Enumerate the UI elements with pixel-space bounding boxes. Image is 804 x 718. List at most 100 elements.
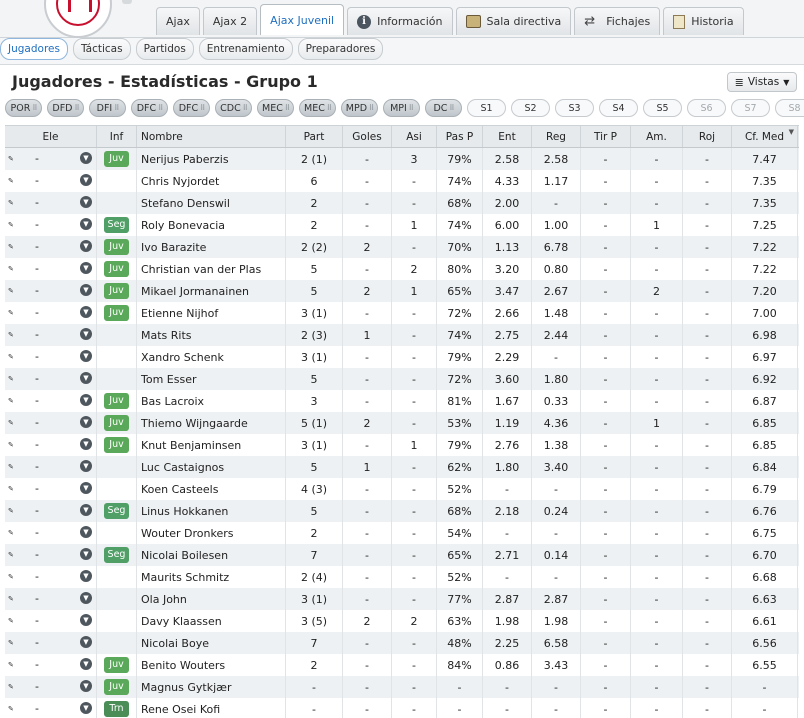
drag-handle-icon[interactable]: ✎ (8, 573, 14, 581)
table-row[interactable]: ✎ - ▼ Juv Christian van der Plas 5-2 80% 3.20 0.… (5, 258, 799, 280)
player-menu-dropdown-icon[interactable]: ▼ (80, 152, 92, 164)
column-header-goles[interactable]: Goles (343, 126, 392, 147)
player-name-link[interactable]: Benito Wouters (137, 654, 286, 676)
player-menu-dropdown-icon[interactable]: ▼ (80, 196, 92, 208)
position-filter-s4[interactable]: S4 (599, 99, 638, 117)
top-tab-ajax-juvenil[interactable]: Ajax Juvenil (260, 4, 345, 35)
player-menu-dropdown-icon[interactable]: ▼ (80, 570, 92, 582)
player-menu-dropdown-icon[interactable]: ▼ (80, 262, 92, 274)
column-header-am[interactable]: Am. (631, 126, 683, 147)
player-menu-dropdown-icon[interactable]: ▼ (80, 240, 92, 252)
drag-handle-icon[interactable]: ✎ (8, 221, 14, 229)
table-row[interactable]: ✎ - ▼ Trn Rene Osei Kofi - - - - - - - - - - (5, 698, 799, 718)
selection-cell[interactable]: ✎ - ▼ (5, 478, 97, 500)
table-row[interactable]: ✎ - ▼ Juv Etienne Nijhof 3 (1) - -72% 2.66 1.48- -… (5, 302, 799, 324)
column-header-inf[interactable]: Inf (97, 126, 137, 147)
drag-handle-icon[interactable]: ✎ (8, 177, 14, 185)
subtab-entrenamiento[interactable]: Entrenamiento (198, 38, 293, 60)
table-row[interactable]: ✎ - ▼ Juv Thiemo Wijngaarde 5 (1) 2-53% 1.19 4.3… (5, 412, 799, 434)
table-row[interactable]: ✎ - ▼ Juv Ivo Barazite 2 (2) 2-70% 1.13 6.78- - -7… (5, 236, 799, 258)
position-filter-s3[interactable]: S3 (555, 99, 594, 117)
drag-handle-icon[interactable]: ✎ (8, 287, 14, 295)
selection-cell[interactable]: ✎ - ▼ (5, 390, 97, 412)
selection-cell[interactable]: ✎ - ▼ (5, 698, 97, 718)
drag-handle-icon[interactable]: ✎ (8, 551, 14, 559)
player-menu-dropdown-icon[interactable]: ▼ (80, 438, 92, 450)
top-tab-fichajes[interactable]: ⇄ Fichajes (574, 7, 661, 35)
top-tab-ajax[interactable]: Ajax (156, 7, 200, 35)
player-menu-dropdown-icon[interactable]: ▼ (80, 482, 92, 494)
table-row[interactable]: ✎ - ▼ Juv Bas Lacroix 3- -81% 1.67 0.33- - -6.87 (5, 390, 799, 412)
drag-handle-icon[interactable]: ✎ (8, 705, 14, 713)
drag-handle-icon[interactable]: ✎ (8, 199, 14, 207)
position-filter-s2[interactable]: S2 (511, 99, 550, 117)
player-menu-dropdown-icon[interactable]: ▼ (80, 284, 92, 296)
table-row[interactable]: ✎ - ▼ Ola John 3 (1) - -77% 2.87 2.87- - -6.63 (5, 588, 799, 610)
position-filter-mpd[interactable]: MPD ⠿ (341, 99, 378, 117)
column-header-roj[interactable]: Roj (683, 126, 732, 147)
subtab-partidos[interactable]: Partidos (135, 38, 194, 60)
table-row[interactable]: ✎ - ▼ Tom Esser 5- -72% 3.60 1.80- - -6.92 (5, 368, 799, 390)
column-header-reg[interactable]: Reg (532, 126, 581, 147)
position-filter-s1[interactable]: S1 (467, 99, 506, 117)
selection-cell[interactable]: ✎ - ▼ (5, 588, 97, 610)
table-row[interactable]: ✎ - ▼ Luc Castaignos 5 1-62% 1.80 3.40- - -6.84 (5, 456, 799, 478)
drag-handle-icon[interactable]: ✎ (8, 309, 14, 317)
table-row[interactable]: ✎ - ▼ Juv Knut Benjaminsen 3 (1) -1 79% 2.76 1.38… (5, 434, 799, 456)
position-filter-cdc[interactable]: CDC ⠿ (215, 99, 252, 117)
table-row[interactable]: ✎ - ▼ Nicolai Boye 7- -48% 2.25 6.58- - -6.56 (5, 632, 799, 654)
player-menu-dropdown-icon[interactable]: ▼ (80, 350, 92, 362)
position-filter-s6[interactable]: S6 (687, 99, 726, 117)
drag-handle-icon[interactable]: ✎ (8, 331, 14, 339)
player-name-link[interactable]: Koen Casteels (137, 478, 286, 500)
column-header-part[interactable]: Part (286, 126, 343, 147)
table-row[interactable]: ✎ - ▼ Xandro Schenk 3 (1) - -79% 2.29- - - -6.97 (5, 346, 799, 368)
top-tab-información[interactable]: i Información (347, 7, 453, 35)
player-name-link[interactable]: Nicolai Boilesen (137, 544, 286, 566)
player-name-link[interactable]: Xandro Schenk (137, 346, 286, 368)
column-header-ele[interactable]: Ele (5, 126, 97, 147)
selection-cell[interactable]: ✎ - ▼ (5, 302, 97, 324)
selection-cell[interactable]: ✎ - ▼ (5, 566, 97, 588)
selection-cell[interactable]: ✎ - ▼ (5, 544, 97, 566)
player-menu-dropdown-icon[interactable]: ▼ (80, 702, 92, 714)
subtab-preparadores[interactable]: Preparadores (297, 38, 384, 60)
table-row[interactable]: ✎ - ▼ Chris Nyjordet 6- -74% 4.33 1.17- - -7.35 (5, 170, 799, 192)
top-tab-historia[interactable]: Historia (663, 7, 744, 35)
selection-cell[interactable]: ✎ - ▼ (5, 280, 97, 302)
player-name-link[interactable]: Maurits Schmitz (137, 566, 286, 588)
player-menu-dropdown-icon[interactable]: ▼ (80, 614, 92, 626)
selection-cell[interactable]: ✎ - ▼ (5, 610, 97, 632)
selection-cell[interactable]: ✎ - ▼ (5, 412, 97, 434)
table-row[interactable]: ✎ - ▼ Juv Nerijus Paberzis 2 (1) -3 79% 2.58 2.58… (5, 148, 799, 170)
drag-handle-icon[interactable]: ✎ (8, 485, 14, 493)
top-tab-ajax-2[interactable]: Ajax 2 (202, 7, 258, 35)
player-menu-dropdown-icon[interactable]: ▼ (80, 592, 92, 604)
position-filter-s8[interactable]: S8 (775, 99, 804, 117)
selection-cell[interactable]: ✎ - ▼ (5, 258, 97, 280)
position-filter-dfd[interactable]: DFD ⠿ (47, 99, 84, 117)
selection-cell[interactable]: ✎ - ▼ (5, 192, 97, 214)
column-header-tir-p[interactable]: Tir P (581, 126, 631, 147)
player-menu-dropdown-icon[interactable]: ▼ (80, 504, 92, 516)
player-menu-dropdown-icon[interactable]: ▼ (80, 460, 92, 472)
column-header-pas-p[interactable]: Pas P (437, 126, 483, 147)
position-filter-dc[interactable]: DC ⠿ (425, 99, 462, 117)
table-row[interactable]: ✎ - ▼ Mats Rits 2 (3) 1-74% 2.75 2.44- - -6.98 (5, 324, 799, 346)
player-name-link[interactable]: Etienne Nijhof (137, 302, 286, 324)
position-filter-s7[interactable]: S7 (731, 99, 770, 117)
selection-cell[interactable]: ✎ - ▼ (5, 346, 97, 368)
position-filter-dfi[interactable]: DFI ⠿ (89, 99, 126, 117)
position-filter-dfc[interactable]: DFC ⠿ (131, 99, 168, 117)
table-row[interactable]: ✎ - ▼ Juv Mikael Jormanainen 5 2 1 65% 3.47 2.67-2… (5, 280, 799, 302)
table-row[interactable]: ✎ - ▼ Seg Roly Bonevacia 2-1 74% 6.00 1.00-1-7.2… (5, 214, 799, 236)
position-filter-dfc[interactable]: DFC ⠿ (173, 99, 210, 117)
player-name-link[interactable]: Luc Castaignos (137, 456, 286, 478)
table-row[interactable]: ✎ - ▼ Stefano Denswil 2- -68% 2.00- - - -7.35 (5, 192, 799, 214)
player-name-link[interactable]: Magnus Gytkjær (137, 676, 286, 698)
position-filter-s5[interactable]: S5 (643, 99, 682, 117)
selection-cell[interactable]: ✎ - ▼ (5, 676, 97, 698)
drag-handle-icon[interactable]: ✎ (8, 243, 14, 251)
player-menu-dropdown-icon[interactable]: ▼ (80, 636, 92, 648)
table-row[interactable]: ✎ - ▼ Juv Benito Wouters 2- -84% 0.86 3.43- - -6.5… (5, 654, 799, 676)
